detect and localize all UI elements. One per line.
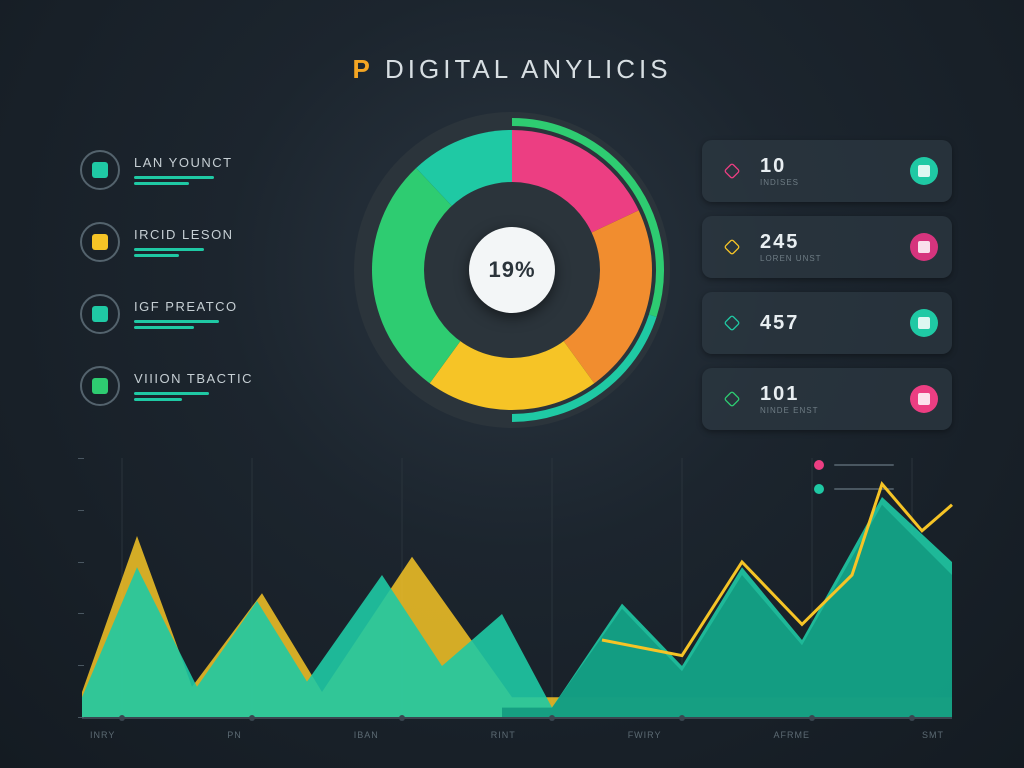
stat-sublabel: INDISES: [760, 178, 910, 187]
metric-bars: [134, 248, 234, 257]
x-axis-label: SMT: [922, 730, 944, 740]
title-rest: DIGITAL ANYLICIS: [374, 54, 672, 84]
stat-card[interactable]: 245 LOREN UNST: [702, 216, 952, 278]
stat-badge-icon: [910, 309, 938, 337]
metric-bars: [134, 176, 233, 185]
stat-card[interactable]: 101 NINDE ENST: [702, 368, 952, 430]
title-accent: P: [352, 54, 373, 84]
x-axis-label: INRY: [90, 730, 115, 740]
stat-sublabel: NINDE ENST: [760, 406, 910, 415]
donut-center-value: 19%: [488, 257, 535, 283]
x-axis-label: RINT: [491, 730, 516, 740]
donut-center: 19%: [469, 227, 555, 313]
stat-icon: [716, 231, 748, 263]
stat-icon: [716, 307, 748, 339]
y-axis-ticks: [78, 458, 82, 718]
x-axis-label: AFRME: [773, 730, 810, 740]
stat-card-list: 10 INDISES 245 LOREN UNST 457: [702, 140, 952, 430]
stat-value: 10: [760, 155, 910, 178]
metric-list-item[interactable]: IGF PREATCO: [80, 294, 310, 334]
metric-list-item[interactable]: LAN YOUNCT: [80, 150, 310, 190]
metric-list-item[interactable]: VIIION TBACTIC: [80, 366, 310, 406]
stat-icon: [716, 383, 748, 415]
metric-bars: [134, 392, 253, 401]
stat-card[interactable]: 457: [702, 292, 952, 354]
metric-label: IRCID LESON: [134, 227, 234, 242]
stat-value: 101: [760, 383, 910, 406]
stat-value: 457: [760, 312, 910, 335]
metric-list-item[interactable]: IRCID LESON: [80, 222, 310, 262]
stat-card[interactable]: 10 INDISES: [702, 140, 952, 202]
stat-sublabel: LOREN UNST: [760, 254, 910, 263]
x-axis-labels: INRY PN IBAN RINT FWIRY AFRME SMT: [82, 730, 952, 740]
x-axis-label: PN: [227, 730, 242, 740]
metric-icon: [80, 366, 120, 406]
x-axis-label: FWIRY: [628, 730, 662, 740]
stat-value: 245: [760, 231, 910, 254]
metric-label: IGF PREATCO: [134, 299, 238, 314]
stat-badge-icon: [910, 157, 938, 185]
metric-label: VIIION TBACTIC: [134, 371, 253, 386]
metric-list: LAN YOUNCT IRCID LESON IGF PREATCO: [80, 150, 310, 438]
donut-chart: 19%: [352, 110, 672, 430]
series-dark-teal: [502, 505, 952, 718]
metric-label: LAN YOUNCT: [134, 155, 233, 170]
stat-badge-icon: [910, 233, 938, 261]
x-axis-label: IBAN: [354, 730, 379, 740]
metric-bars: [134, 320, 238, 329]
stat-badge-icon: [910, 385, 938, 413]
page-title: P DIGITAL ANYLICIS: [0, 54, 1024, 85]
stat-icon: [716, 155, 748, 187]
metric-icon: [80, 150, 120, 190]
metric-icon: [80, 294, 120, 334]
area-chart: INRYPNIBANRINTFWIRYAFRMESMT: [82, 458, 952, 718]
metric-icon: [80, 222, 120, 262]
